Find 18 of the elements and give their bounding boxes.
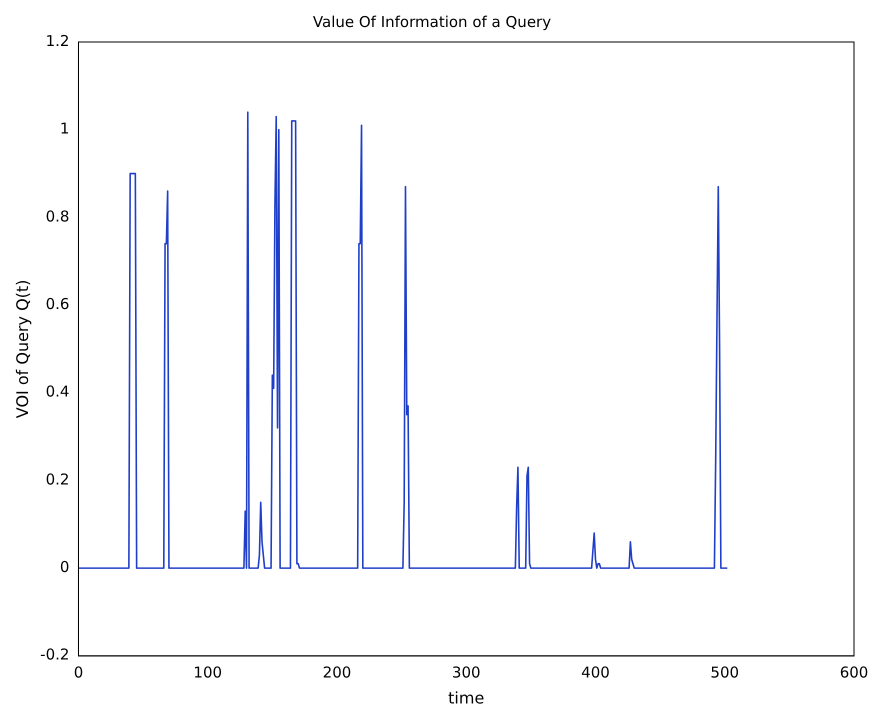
x-tick-label: 0 (74, 664, 84, 682)
x-axis-title: time (448, 688, 484, 708)
x-tick-label: 500 (710, 664, 740, 682)
x-tick-label: 100 (193, 664, 222, 682)
y-tick-label: 0.2 (46, 470, 70, 488)
x-tick-label: 300 (452, 664, 481, 682)
y-tick-label: 0.8 (46, 207, 70, 226)
chart-title: Value Of Information of a Query (312, 12, 552, 31)
y-tick-label: -0.2 (40, 646, 70, 664)
y-tick-label: 0 (60, 558, 70, 576)
x-tick-label: 400 (581, 664, 610, 682)
y-axis-title: VOI of Query Q(t) (12, 280, 32, 418)
y-tick-label: 1 (60, 120, 70, 138)
x-tick-label: 600 (840, 664, 868, 682)
y-tick-label: 0.4 (46, 382, 70, 401)
y-tick-label: 0.6 (46, 294, 70, 313)
y-tick-label: 1.2 (46, 32, 70, 50)
x-tick-label: 200 (322, 664, 352, 682)
